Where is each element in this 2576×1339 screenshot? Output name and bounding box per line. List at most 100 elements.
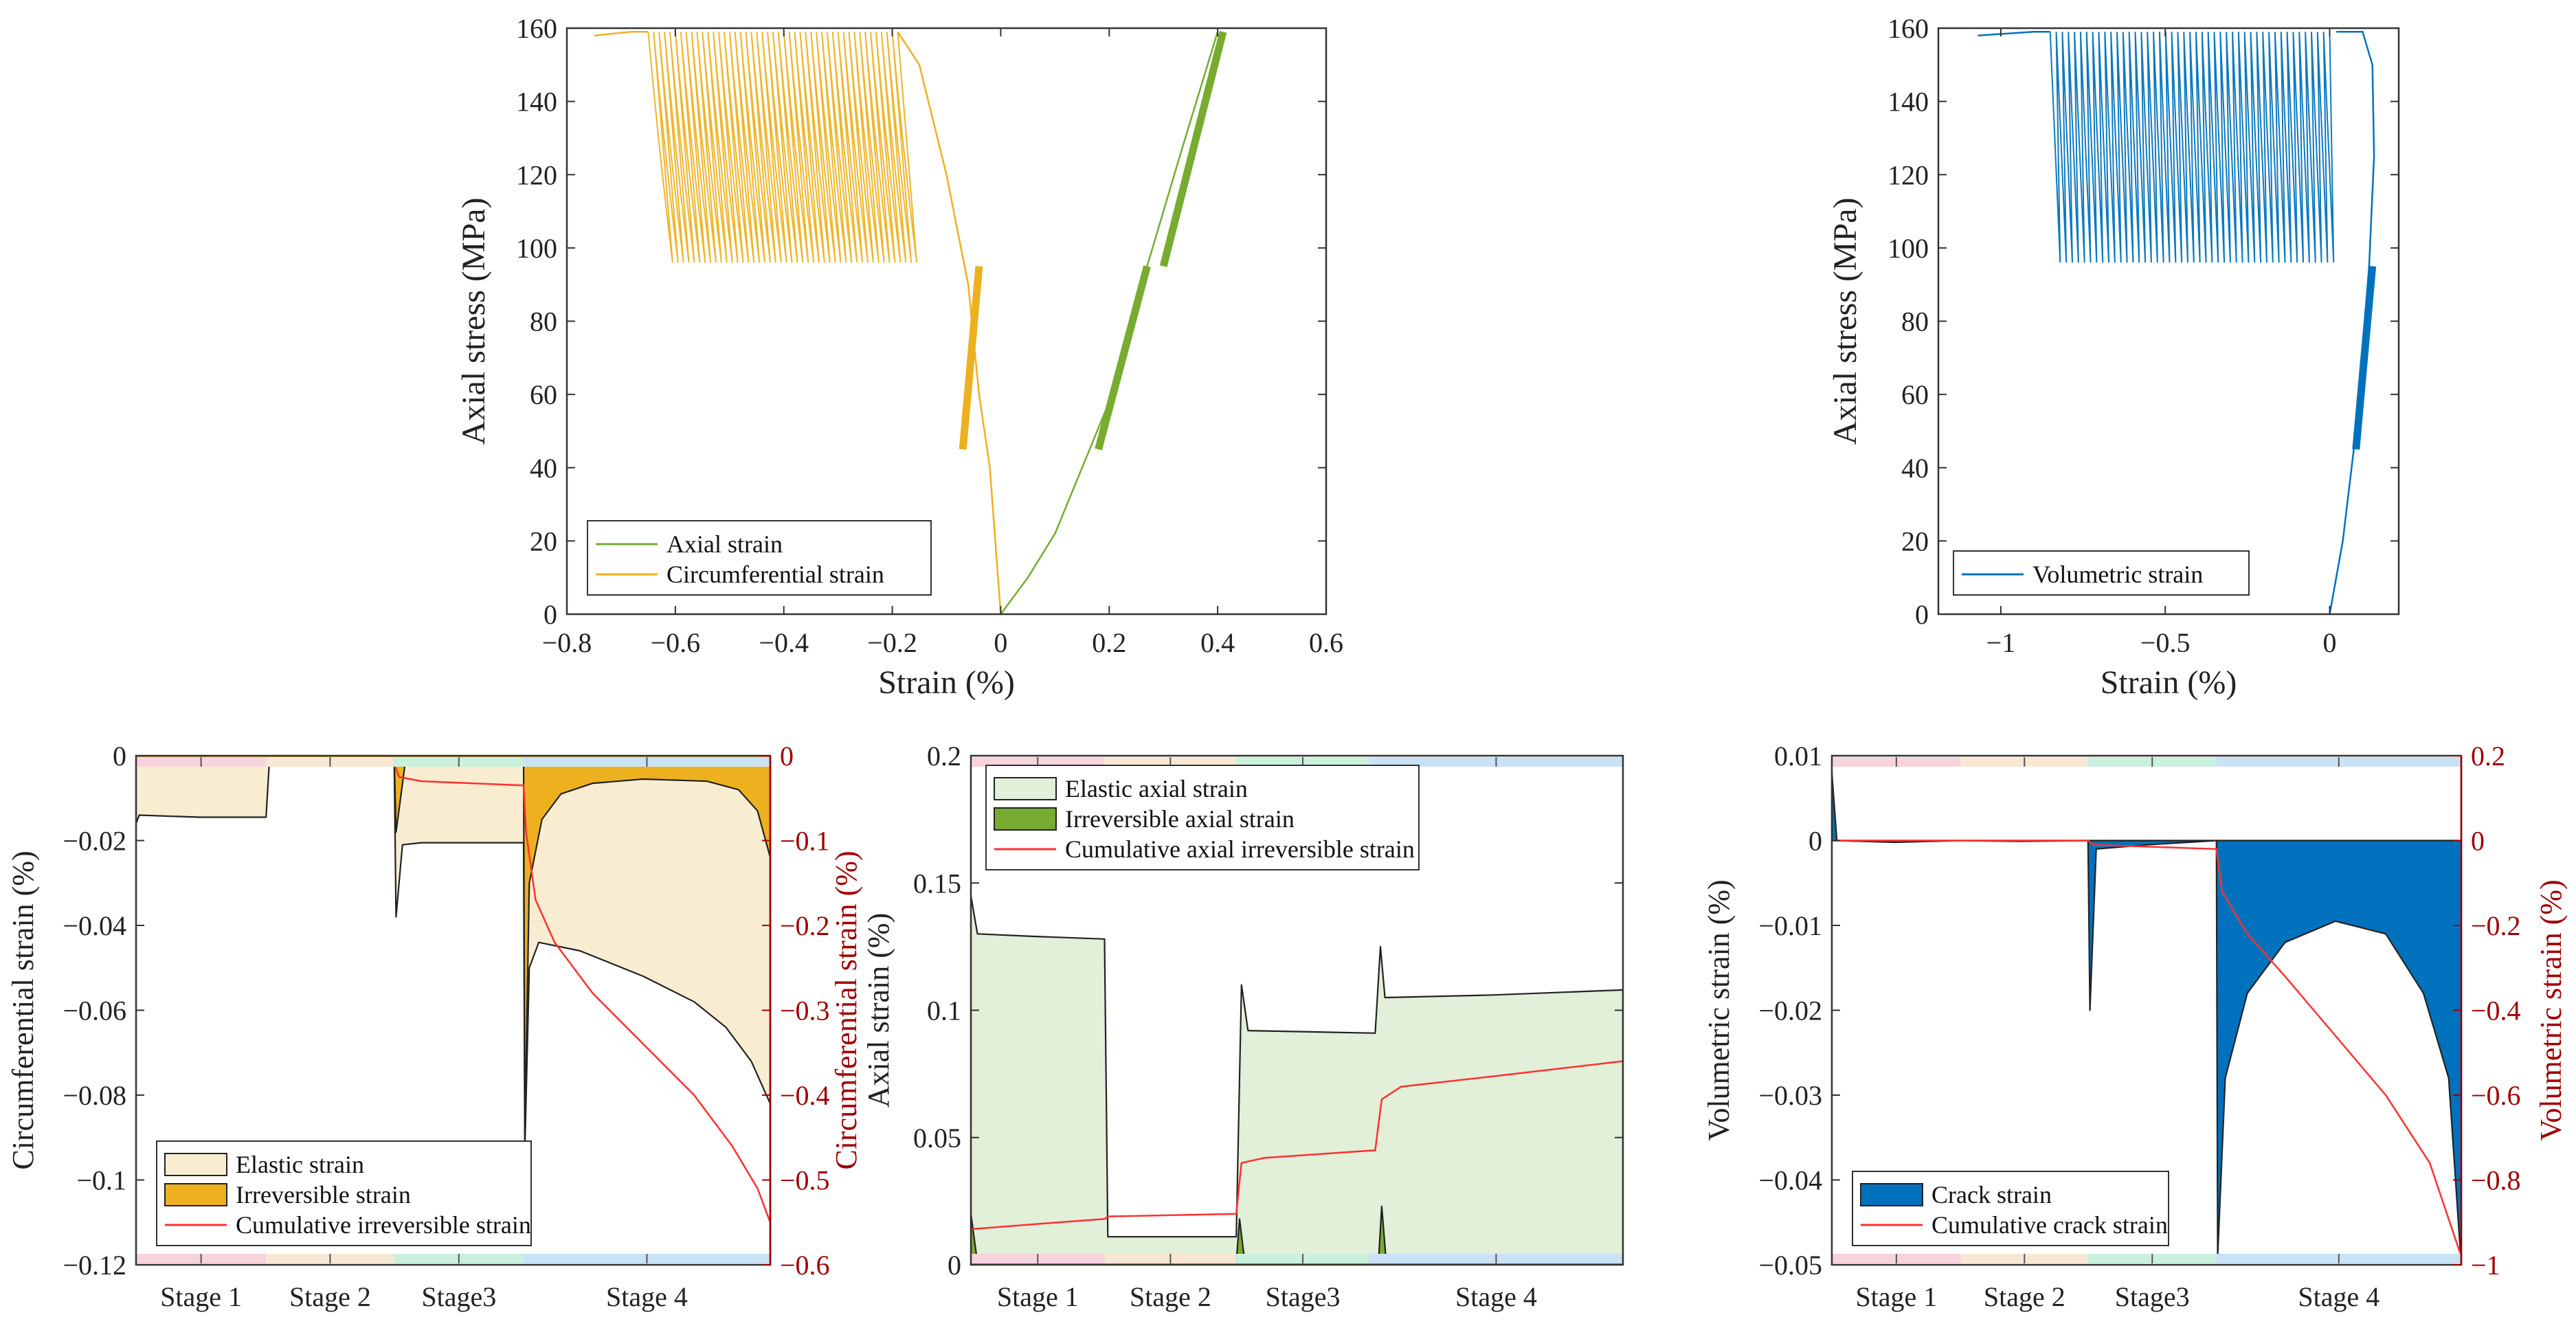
y2-tick-label: −0.4	[780, 1080, 830, 1111]
y2-tick-label: 0	[2471, 826, 2485, 857]
y-tick-label: 0	[1915, 599, 1929, 630]
chart-volumetric-decomposition: Stage 1 Stage 2 Stage3 Stage 4 −0.05 −0.04 −0.…	[1702, 741, 2568, 1312]
cycles-circumferential-strain	[647, 32, 918, 263]
x-tick-label: 0.4	[1200, 627, 1235, 658]
stage-label: Stage3	[421, 1281, 496, 1312]
y2-axis-label: Volumetric strain (%)	[2534, 879, 2568, 1140]
stage-label: Stage 1	[160, 1281, 242, 1312]
x-tick-label: −0.6	[651, 627, 701, 658]
y-tick-label: −0.02	[63, 826, 126, 857]
curve-axial-strain	[1000, 31, 1219, 614]
legend: Volumetric strain	[1953, 550, 2250, 596]
y2-tick-label: −0.5	[780, 1165, 830, 1196]
legend-box	[587, 520, 932, 596]
y-tick-label: 0.01	[1774, 741, 1822, 772]
stage-label: Stage 2	[1130, 1281, 1211, 1312]
y-tick-label: 80	[1901, 306, 1929, 337]
y-tick-label: 120	[1888, 159, 1929, 190]
cycle-band-circumferential-strain	[959, 266, 983, 450]
axes-frame	[1937, 27, 2400, 616]
stage-label: Stage 4	[2298, 1281, 2379, 1312]
y-tick-label: 20	[1901, 526, 1929, 556]
plot-area	[1978, 31, 2377, 614]
y-tick-label: 140	[1888, 87, 1929, 117]
line-cumulative-crack-strain	[1832, 840, 2461, 1257]
y-tick-label: 160	[516, 13, 557, 44]
legend-box	[985, 765, 1420, 870]
x-tick-label: 0	[2323, 627, 2337, 658]
legend-label: Cumulative crack strain	[1931, 1211, 2168, 1239]
tail-volumetric-strain	[1978, 31, 2050, 36]
y2-tick-label: −1	[2471, 1250, 2500, 1281]
y2-tick-label: −0.1	[780, 826, 830, 857]
legend-label: Axial strain	[667, 530, 783, 558]
legend-swatch	[1860, 1183, 1923, 1206]
area-elastic-strain	[136, 756, 770, 1151]
stage-label: Stage 4	[1455, 1281, 1537, 1312]
cycles-volumetric-strain	[2049, 32, 2335, 263]
cycle-band-volumetric-strain	[2352, 266, 2377, 450]
stage-label: Stage 1	[997, 1281, 1079, 1312]
y-tick-label: −0.06	[63, 995, 126, 1026]
stage-label: Stage 1	[1855, 1281, 1937, 1312]
y-tick-label: 0.2	[927, 741, 961, 772]
x-tick-label: 0.2	[1092, 627, 1126, 658]
plot-area	[1832, 772, 2461, 1265]
legend-label: Elastic axial strain	[1065, 775, 1248, 802]
y-tick-label: 0.1	[927, 995, 961, 1026]
legend-label: Cumulative axial irreversible strain	[1065, 835, 1415, 863]
x-tick-label: −0.2	[867, 627, 917, 658]
cycle-band-axial-strain	[1095, 265, 1151, 451]
y-tick-label: −0.04	[63, 910, 126, 941]
stage-label: Stage 2	[289, 1281, 371, 1312]
legend: Axial strain Circumferential strain	[587, 520, 932, 596]
y2-tick-label: −0.8	[2471, 1165, 2521, 1196]
y-tick-label: −0.08	[63, 1080, 126, 1111]
stage-label: Stage 2	[1984, 1281, 2065, 1312]
y-tick-label: 60	[1901, 379, 1929, 410]
y-tick-label: 40	[1901, 453, 1929, 484]
legend-swatch	[994, 777, 1057, 800]
y-tick-label: 20	[530, 526, 557, 556]
y-tick-label: 0.05	[913, 1123, 961, 1154]
x-tick-label: −0.8	[542, 627, 592, 658]
y-tick-label: 0	[1808, 826, 1822, 857]
legend-label: Cumulative irreversible strain	[236, 1211, 531, 1239]
y-tick-label: 0	[948, 1250, 961, 1281]
stage-label: Stage3	[2115, 1281, 2190, 1312]
legend-label: Irreversible strain	[236, 1181, 411, 1208]
legend-label: Crack strain	[1931, 1181, 2052, 1208]
stage-label: Stage3	[1266, 1281, 1341, 1312]
y-tick-label: −0.04	[1758, 1165, 1822, 1196]
y-tick-label: −0.12	[63, 1250, 126, 1281]
y-tick-label: −0.1	[76, 1165, 126, 1196]
y2-tick-label: −0.2	[2471, 910, 2521, 941]
chart-volumetric-stress-strain: 0 20 40 60 80 100 120 140 160 −1 −0.5 0 Strain (%) Ax…	[1827, 13, 2400, 701]
x-tick-label: 0.6	[1309, 627, 1343, 658]
curve-volumetric-strain	[2329, 31, 2375, 614]
y-tick-label: 80	[530, 306, 557, 337]
y2-tick-label: −0.6	[780, 1250, 830, 1281]
y2-tick-label: −0.6	[2471, 1080, 2521, 1111]
x-tick-label: −0.5	[2140, 627, 2191, 658]
x-tick-label: −0.4	[759, 627, 809, 658]
x-tick-label: 0	[994, 627, 1007, 658]
y2-tick-label: 0	[780, 741, 794, 772]
legend-label: Volumetric strain	[2032, 561, 2203, 588]
legend-label: Circumferential strain	[667, 561, 884, 588]
y-axis-label: Circumferential strain (%)	[6, 851, 40, 1169]
chart-circumferential-decomposition: Stage 1 Stage 2 Stage3 Stage 4 −0.12 −0.1 −0.0…	[6, 741, 863, 1312]
y-tick-label: −0.05	[1758, 1250, 1822, 1281]
plot-area	[594, 30, 1227, 614]
area-elastic-axial-strain	[971, 894, 1623, 1265]
y2-tick-label: −0.2	[780, 910, 830, 941]
y-tick-label: 60	[530, 379, 557, 410]
legend-label: Irreversible axial strain	[1065, 805, 1295, 833]
plot-area	[971, 894, 1623, 1265]
y-tick-label: 0	[544, 599, 557, 630]
legend: Crack strain Cumulative crack strain	[1852, 1171, 2169, 1246]
line-cumulative-axial-irreversible-strain	[971, 1060, 1623, 1230]
legend-swatch	[994, 807, 1057, 831]
y-tick-label: 40	[530, 453, 557, 484]
y-axis-label: Axial stress (MPa)	[1827, 198, 1863, 445]
